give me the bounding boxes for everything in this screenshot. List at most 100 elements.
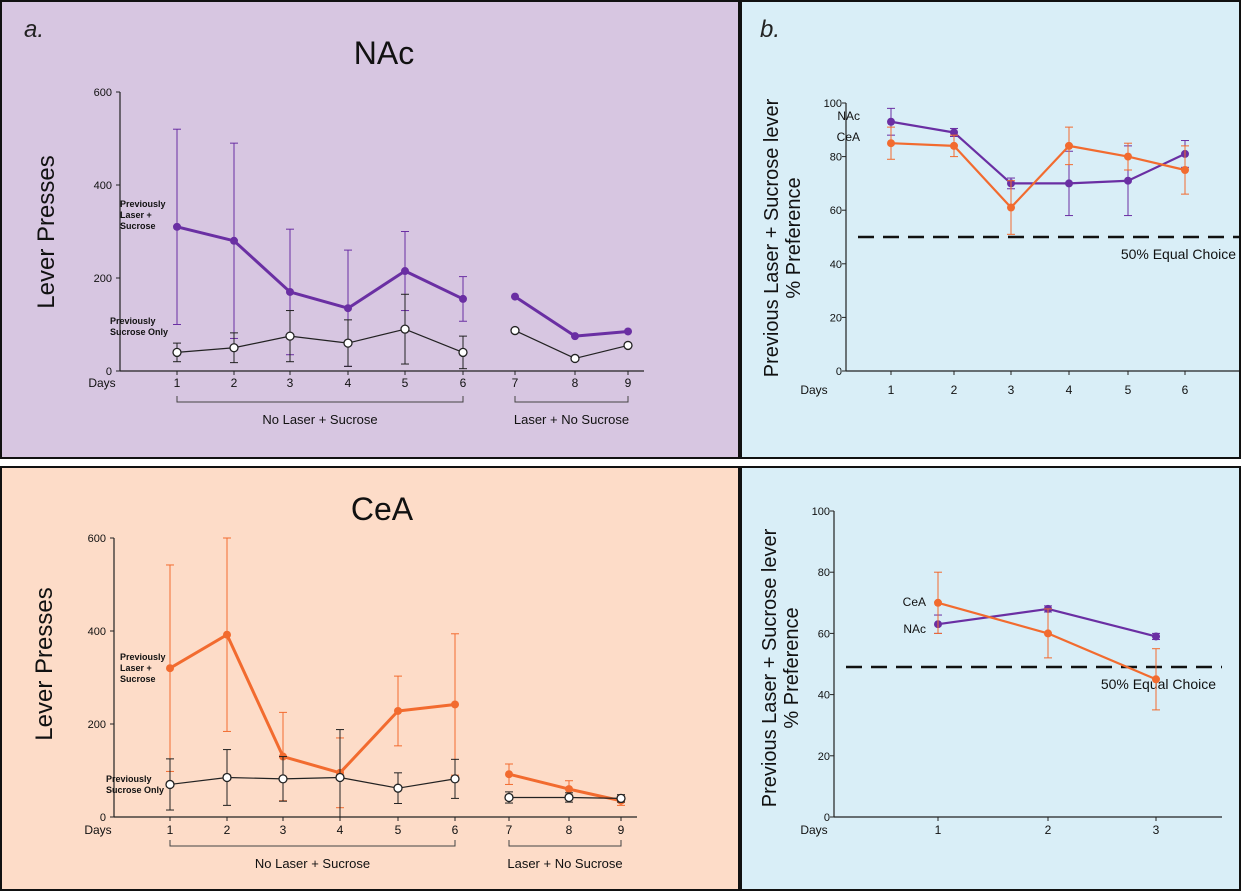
y-axis-label: Lever Presses — [31, 587, 58, 740]
data-point — [570, 353, 580, 364]
x-tick-label: 9 — [618, 823, 625, 837]
panel-pref-top: Previous Laser + Sucrose lever% Preferen… — [740, 0, 1241, 459]
series-label: Laser + — [120, 663, 152, 673]
series-label: Previously — [120, 199, 166, 209]
y-tick-label: 80 — [830, 152, 842, 164]
data-point — [343, 338, 353, 348]
chart-title: NAc — [354, 35, 414, 71]
x-tick-label: 1 — [935, 823, 942, 837]
bracket-label: Laser + No Sucrose — [507, 856, 622, 871]
data-point — [1152, 632, 1160, 641]
x-tick-label: 3 — [287, 376, 294, 390]
x-tick-label: 3 — [1153, 823, 1160, 837]
x-tick-label: 4 — [345, 376, 352, 390]
data-point — [230, 236, 238, 245]
data-point — [1152, 675, 1160, 684]
x-tick-label: 2 — [231, 376, 238, 390]
data-point — [400, 324, 410, 334]
y-tick-label: 40 — [830, 259, 842, 271]
y-tick-label: 0 — [100, 812, 106, 824]
y-tick-label: 20 — [818, 751, 830, 763]
y-tick-label: 0 — [106, 366, 112, 378]
series-label: Sucrose Only — [110, 327, 168, 337]
y-tick-label: 60 — [818, 628, 830, 640]
x-tick-label: 2 — [1045, 823, 1052, 837]
y-tick-label: 40 — [818, 690, 830, 702]
data-point — [505, 770, 513, 779]
data-point — [222, 772, 232, 783]
data-point — [451, 700, 459, 709]
series-label: Previously — [120, 652, 166, 662]
data-point — [229, 343, 239, 353]
y-tick-label: 600 — [94, 87, 112, 99]
y-tick-label: 400 — [94, 180, 112, 192]
bracket — [508, 840, 622, 847]
x-tick-label: 5 — [1125, 383, 1132, 397]
panel-label-a: a. — [24, 16, 45, 43]
series-label: Previously — [110, 316, 156, 326]
panel-label-b: b. — [760, 16, 781, 43]
data-point — [510, 325, 520, 336]
x-tick-label: 8 — [566, 823, 573, 837]
y-tick-label: 20 — [830, 312, 842, 324]
x-axis-label: Days — [800, 823, 827, 837]
panel-nac: NAc Lever Presses 0 200 400 600 Days 1 2 3 4 5 6 7 8 9 N… — [0, 0, 740, 459]
x-tick-label: 6 — [460, 376, 467, 390]
x-tick-label: 6 — [452, 823, 459, 837]
bracket — [514, 396, 629, 403]
data-point — [458, 347, 468, 358]
x-tick-label: 3 — [1008, 383, 1015, 397]
data-point — [950, 128, 958, 137]
cea-lever-chart: CeA Lever Presses 0 200 400 600 Days 1 2 3 4 5 6 7 8 9 N… — [31, 491, 637, 871]
series-label: Sucrose Only — [106, 785, 164, 795]
data-point — [1065, 179, 1073, 188]
series-label: Sucrose — [120, 674, 156, 684]
x-axis-label: Days — [88, 376, 115, 390]
x-tick-label: 2 — [951, 383, 958, 397]
y-tick-label: 80 — [818, 567, 830, 579]
data-point — [887, 139, 895, 148]
data-point — [1181, 166, 1189, 174]
data-point — [511, 292, 519, 301]
preference-chart-bottom: Previous Laser + Sucrose lever% Preferen… — [759, 506, 1222, 837]
series-label: CeA — [837, 130, 860, 144]
x-tick-label: 5 — [395, 823, 402, 837]
data-point — [165, 779, 175, 790]
data-point — [285, 331, 295, 341]
nac-lever-chart: NAc Lever Presses 0 200 400 600 Days 1 2 3 4 5 6 7 8 9 N… — [33, 35, 644, 427]
series-label: Laser + — [120, 210, 152, 220]
x-tick-label: 1 — [174, 376, 181, 390]
y-axis-label: Lever Presses — [33, 155, 60, 308]
series-label: CeA — [903, 595, 926, 609]
series-label: Previously — [106, 774, 152, 784]
data-point — [394, 706, 402, 715]
bracket-label: Laser + No Sucrose — [514, 412, 629, 427]
y-tick-label: 200 — [94, 273, 112, 285]
data-point — [172, 347, 182, 358]
data-point — [166, 664, 174, 673]
reference-line-label: 50% Equal Choice — [1121, 246, 1236, 262]
data-point — [565, 785, 573, 794]
data-point — [223, 630, 231, 639]
x-tick-label: 7 — [506, 823, 513, 837]
y-tick-label: 200 — [88, 719, 106, 731]
data-point — [623, 340, 633, 351]
data-point — [173, 222, 181, 231]
y-tick-label: 0 — [824, 812, 830, 824]
series-label: NAc — [837, 109, 860, 123]
panel-cea: CeA Lever Presses 0 200 400 600 Days 1 2 3 4 5 6 7 8 9 N… — [0, 466, 740, 891]
y-axis-label: Previous Laser + Sucrose lever% Preferen… — [759, 528, 803, 807]
data-point — [401, 267, 409, 276]
x-tick-label: 9 — [625, 376, 632, 390]
x-tick-label: 8 — [572, 376, 579, 390]
x-tick-label: 5 — [402, 376, 409, 390]
chart-title: CeA — [351, 491, 414, 527]
data-point — [393, 783, 403, 793]
series-line — [176, 328, 464, 353]
data-point — [616, 793, 626, 804]
data-point — [1124, 176, 1132, 185]
data-point — [1065, 141, 1073, 150]
x-tick-label: 6 — [1182, 383, 1189, 397]
x-tick-label: 7 — [512, 376, 519, 390]
y-tick-label: 60 — [830, 205, 842, 217]
